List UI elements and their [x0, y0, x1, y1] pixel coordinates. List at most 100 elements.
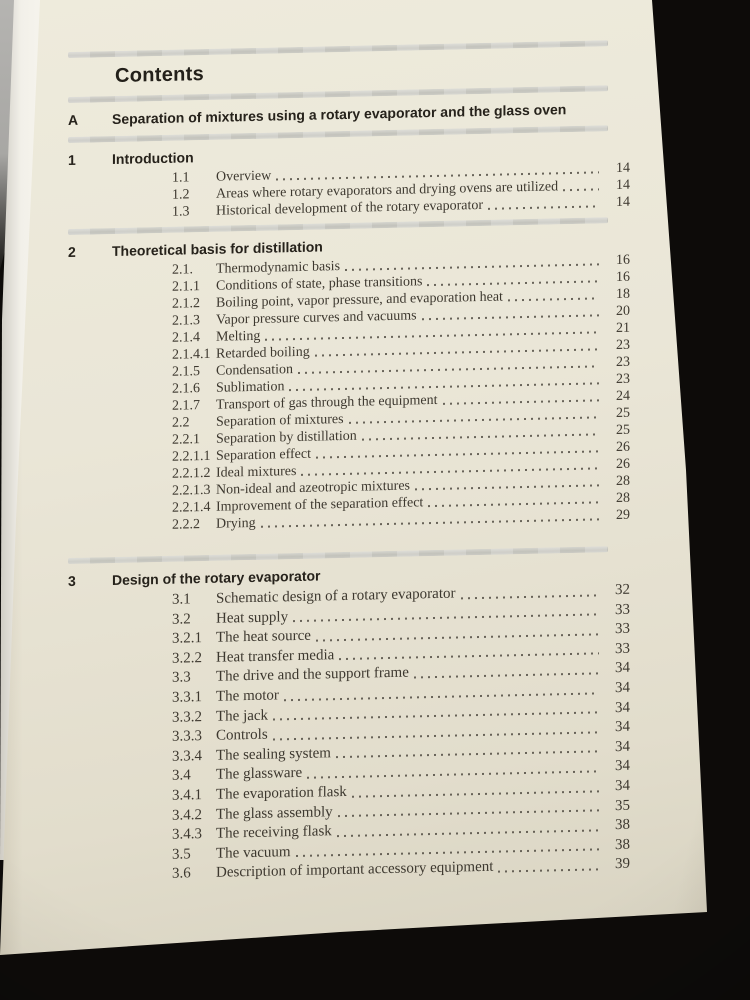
entry-page-number: 34	[615, 738, 630, 755]
entry-title: The drive and the support frame	[216, 664, 409, 686]
entry-title: Drying	[216, 515, 256, 532]
entry-page-number: 26	[616, 439, 630, 456]
dot-leader	[488, 205, 599, 210]
dot-leader	[498, 868, 599, 873]
entry-title: The sealing system	[216, 745, 331, 764]
entry-number: 2.2.1.4	[172, 499, 211, 516]
entry-page-number: 18	[616, 286, 630, 303]
entry-number: 2.2.1.3	[172, 482, 211, 499]
entry-page-number: 34	[615, 777, 630, 795]
entry-title: The vacuum	[216, 843, 291, 862]
entry-title: Sublimation	[216, 379, 285, 396]
entry-title: Ideal mixtures	[216, 464, 297, 481]
entry-title: The glass assembly	[216, 803, 333, 823]
entry-number: 1.1	[172, 170, 190, 186]
entry-title: The motor	[216, 687, 279, 705]
entry-page-number: 33	[615, 601, 630, 618]
entry-page-number: 34	[615, 699, 630, 716]
entry-number: 3.3	[172, 669, 191, 687]
entry-title: Heat transfer media	[216, 646, 335, 666]
entry-number: 3.5	[172, 846, 191, 863]
dot-leader	[414, 484, 599, 491]
entry-number: 2.2	[172, 415, 190, 431]
entry-title: The glassware	[216, 765, 303, 784]
dot-leader	[507, 297, 599, 302]
entry-number: 2.1.2	[172, 296, 200, 312]
toc-section: 1 Introduction 1.1 Overview 14 1.2 Areas…	[68, 140, 630, 223]
entry-page-number: 14	[616, 194, 630, 211]
entry-page-number: 14	[616, 160, 630, 177]
dot-leader	[336, 829, 599, 837]
entry-title: Heat supply	[216, 608, 289, 627]
section-id: 3	[68, 572, 76, 589]
entry-number: 2.1.6	[172, 381, 200, 397]
contents-title: Contents	[115, 63, 205, 87]
entry-page-number: 25	[616, 405, 630, 422]
entry-page-number: 35	[615, 797, 630, 814]
dot-leader	[442, 399, 599, 405]
entry-number: 3.3.2	[172, 708, 202, 726]
entry-number: 3.2.2	[172, 649, 202, 667]
entry-number: 2.2.2	[172, 517, 200, 533]
dot-leader	[260, 518, 599, 528]
entry-page-number: 34	[615, 660, 630, 677]
entry-page-number: 16	[616, 252, 630, 269]
dot-leader	[337, 809, 599, 818]
divider-bar	[68, 85, 608, 103]
entry-number: 3.4.3	[172, 826, 202, 843]
entry-page-number: 14	[616, 177, 630, 194]
dot-leader	[335, 750, 599, 759]
entry-number: 3.1	[172, 591, 191, 608]
dot-leader	[460, 594, 599, 600]
entry-number: 3.4.2	[172, 806, 202, 824]
dot-leader	[339, 652, 599, 661]
entry-page-number: 38	[615, 836, 630, 853]
section-entries: 2.1. Thermodynamic basis 16 2.1.1 Condit…	[172, 252, 630, 534]
dot-leader	[421, 314, 599, 321]
entry-page-number: 33	[615, 640, 630, 657]
entry-number: 2.1.3	[172, 313, 200, 329]
entry-page-number: 32	[615, 581, 630, 599]
entry-page-number: 39	[615, 856, 630, 873]
entry-page-number: 25	[616, 422, 630, 439]
entry-number: 3.3.4	[172, 747, 202, 765]
entry-title: The heat source	[216, 627, 311, 646]
dot-leader	[427, 280, 599, 287]
entry-page-number: 21	[616, 320, 630, 337]
entry-title: Separation effect	[216, 446, 311, 464]
entry-number: 3.2	[172, 610, 191, 628]
entry-page-number: 29	[616, 507, 630, 524]
entry-number: 2.2.1.1	[172, 448, 211, 465]
entry-title: The jack	[216, 707, 269, 725]
entry-number: 3.6	[172, 865, 191, 883]
section-entries: 3.1 Schematic design of a rotary evapora…	[172, 581, 630, 885]
entry-page-number: 23	[616, 354, 630, 371]
entry-number: 2.1.	[172, 262, 193, 278]
entry-number: 3.2.1	[172, 630, 202, 647]
entry-page-number: 16	[616, 269, 630, 286]
toc-sections: A Separation of mixtures using a rotary …	[68, 100, 630, 887]
entry-number: 1.3	[172, 204, 190, 220]
entry-number: 2.1.4	[172, 330, 200, 346]
entry-title: Condensation	[216, 362, 293, 379]
entry-number: 2.1.7	[172, 398, 200, 414]
entry-title: Overview	[216, 168, 272, 185]
entry-title: Melting	[216, 328, 261, 345]
entry-title: The receiving flask	[216, 823, 332, 842]
entry-page-number: 24	[616, 388, 630, 405]
toc-content: Contents A Separation of mixtures using …	[68, 40, 630, 887]
entry-number: 2.1.5	[172, 364, 200, 380]
entry-number: 1.2	[172, 187, 190, 203]
entry-page-number: 34	[615, 718, 630, 736]
entry-page-number: 33	[615, 620, 630, 638]
toc-section: A Separation of mixtures using a rotary …	[68, 100, 630, 129]
entry-title: Retarded boiling	[216, 344, 310, 362]
entry-number: 2.2.1	[172, 432, 200, 448]
toc-section: 3 Design of the rotary evaporator 3.1 Sc…	[68, 561, 630, 887]
entry-title: Controls	[216, 726, 268, 744]
entry-number: 2.1.1	[172, 279, 200, 295]
dot-leader	[413, 672, 599, 679]
section-id: 2	[68, 243, 76, 260]
